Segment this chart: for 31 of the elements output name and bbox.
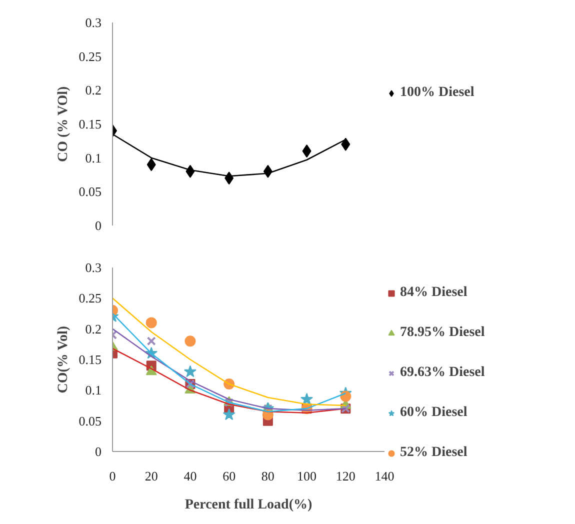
y-tick-label: 0 <box>95 444 102 459</box>
y-tick-label: 0.1 <box>85 382 102 398</box>
x-tick-label: 100 <box>297 468 317 484</box>
y-axis-title: CO(% Vol) <box>56 326 71 394</box>
y-tick-label: 0.3 <box>85 15 102 30</box>
x-tick-label: 40 <box>184 468 197 484</box>
y-tick-label: 0.05 <box>78 184 102 200</box>
y-tick-label: 0.3 <box>85 260 102 275</box>
y-tick-label: 0.2 <box>85 82 102 98</box>
x-tick-label: 20 <box>144 468 158 484</box>
x-axis-title: Percent full Load(%) <box>184 498 312 512</box>
x-tick-label: 80 <box>261 468 274 484</box>
y-tick-label: 0 <box>95 218 102 233</box>
legend-label: 52% Diesel <box>400 445 468 461</box>
y-tick-label: 0.25 <box>78 290 102 306</box>
legend-label: 60% Diesel <box>400 405 468 421</box>
x-tick-label: 140 <box>374 468 394 484</box>
y-tick-label: 0.2 <box>85 321 102 336</box>
y-tick-label: 0.15 <box>78 116 102 132</box>
y-tick-label: 0.15 <box>78 352 102 367</box>
x-tick-label: 120 <box>336 468 356 484</box>
y-tick-label: 0.1 <box>85 150 102 166</box>
x-tick-label: 0 <box>109 468 116 484</box>
x-tick-label: 60 <box>222 468 236 484</box>
y-axis-title: CO (% VOl) <box>56 86 71 162</box>
y-tick-label: 0.25 <box>78 48 102 64</box>
legend-label: 84% Diesel <box>400 285 468 301</box>
legend-label: 100% Diesel <box>400 85 474 102</box>
legend-label: 69.63% Diesel <box>400 365 485 381</box>
legend-label: 78.95% Diesel <box>400 325 485 341</box>
y-tick-label: 0.05 <box>78 413 102 428</box>
